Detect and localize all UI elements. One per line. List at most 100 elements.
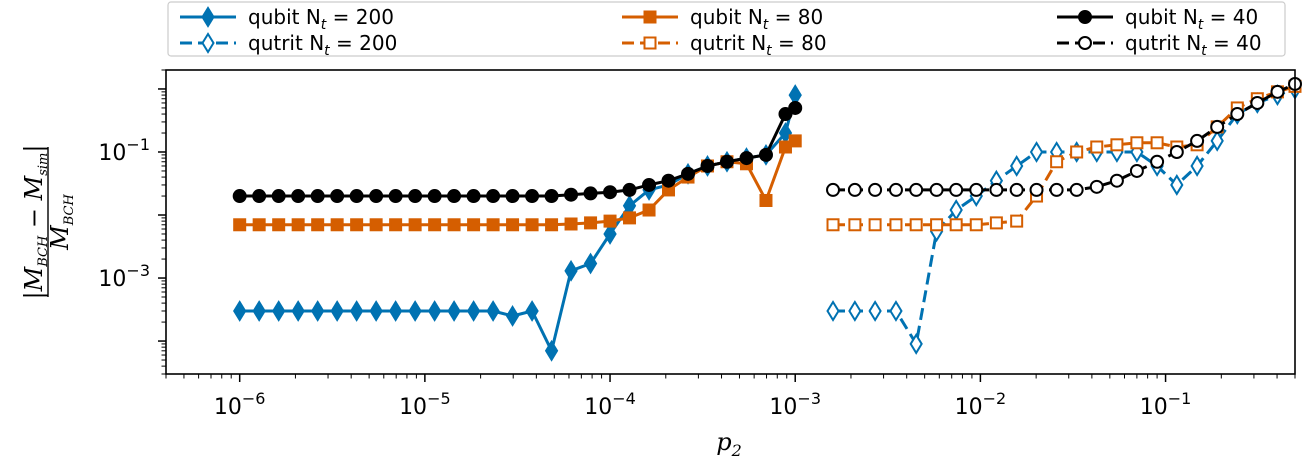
data-point: [1090, 140, 1104, 154]
data-point: [369, 218, 383, 232]
legend-entry: qutrit Nt = 80: [622, 31, 827, 59]
legend: qubit Nt = 200 qubit Nt = 80 qubit Nt = 40…: [167, 1, 1286, 59]
legend-entry: qubit Nt = 40: [1057, 5, 1258, 33]
data-point: [1150, 136, 1164, 150]
data-point: [1049, 182, 1064, 197]
data-point: [505, 189, 520, 204]
series-3: [826, 79, 1302, 232]
data-point: [564, 187, 579, 202]
data-point: [1009, 155, 1024, 177]
data-point: [447, 218, 461, 232]
data-point: [1230, 107, 1245, 122]
data-point: [1169, 144, 1184, 159]
series-line: [833, 87, 1296, 346]
data-point: [388, 300, 403, 322]
data-point: [525, 300, 539, 322]
data-point: [272, 218, 286, 232]
legend-label: qubit Nt = 80: [690, 5, 823, 33]
data-point: [826, 218, 840, 232]
data-point: [252, 300, 266, 322]
data-point: [989, 182, 1004, 197]
data-point: [949, 218, 963, 232]
x-tick-label: 10−3: [769, 389, 821, 420]
data-point: [1050, 155, 1064, 169]
data-point: [1029, 182, 1044, 197]
data-point: [291, 218, 305, 232]
data-point: [1270, 84, 1285, 99]
data-point: [466, 189, 481, 204]
data-point: [428, 218, 442, 232]
data-point: [848, 300, 862, 322]
x-tick-label: 10−5: [399, 389, 451, 420]
data-point: [544, 189, 559, 204]
data-point: [486, 300, 500, 322]
legend-entry: qutrit Nt = 40: [1057, 31, 1262, 59]
data-point: [467, 218, 481, 232]
data-point: [232, 189, 247, 204]
data-point: [583, 186, 598, 201]
data-point: [486, 218, 500, 232]
data-point: [545, 218, 559, 232]
legend-entry: qubit Nt = 80: [622, 5, 823, 33]
legend-label: qutrit Nt = 40: [1125, 31, 1262, 59]
data-point: [1129, 163, 1144, 178]
legend-marker: [201, 32, 215, 54]
data-point: [848, 218, 862, 232]
data-point: [1070, 145, 1084, 159]
x-axis-label: p2: [716, 428, 742, 460]
data-point: [700, 158, 715, 173]
data-point: [291, 300, 305, 322]
data-point: [311, 218, 325, 232]
y-axis-label-numerator: |MBCH − Msim|: [20, 145, 51, 300]
data-point: [661, 173, 676, 188]
data-point: [349, 189, 364, 204]
data-point: [719, 154, 734, 169]
data-point: [486, 189, 501, 204]
data-point: [271, 189, 286, 204]
data-point: [252, 189, 267, 204]
x-tick-label: 10−4: [584, 389, 636, 420]
data-point: [584, 216, 598, 230]
data-point: [1250, 95, 1265, 110]
data-point: [408, 300, 422, 322]
data-point: [788, 134, 802, 148]
plot-area-frame: [165, 69, 1296, 375]
data-point: [847, 182, 862, 197]
data-point: [506, 218, 520, 232]
data-point: [623, 211, 637, 225]
series-2: [233, 134, 802, 232]
data-point: [310, 189, 325, 204]
data-point: [525, 189, 540, 204]
y-axis-label: |MBCH − Msim| MBCH: [20, 145, 77, 300]
data-point: [310, 300, 325, 322]
data-point: [525, 218, 539, 232]
data-point: [408, 218, 422, 232]
data-point: [739, 151, 754, 166]
data-point: [330, 189, 345, 204]
data-point: [330, 300, 344, 322]
legend-marker: [201, 6, 215, 28]
data-point: [603, 185, 618, 200]
data-point: [408, 189, 423, 204]
data-point: [466, 300, 481, 322]
data-point: [1190, 155, 1204, 177]
data-point: [233, 300, 247, 322]
data-point: [252, 218, 266, 232]
data-point: [1029, 141, 1044, 163]
x-tick-label: 10−1: [1140, 389, 1192, 420]
data-point: [564, 217, 578, 231]
data-point: [233, 218, 247, 232]
data-point: [1069, 182, 1084, 197]
legend-label: qubit Nt = 200: [248, 5, 394, 33]
data-point: [369, 300, 383, 322]
x-tick-label: 10−6: [214, 389, 266, 420]
data-point: [969, 182, 984, 197]
data-point: [1210, 129, 1224, 152]
y-axis: 10−1 10−3: [98, 69, 166, 375]
data-point: [369, 189, 384, 204]
data-point: [272, 300, 286, 322]
data-point: [447, 189, 462, 204]
data-point: [909, 333, 923, 355]
data-point: [427, 189, 442, 204]
